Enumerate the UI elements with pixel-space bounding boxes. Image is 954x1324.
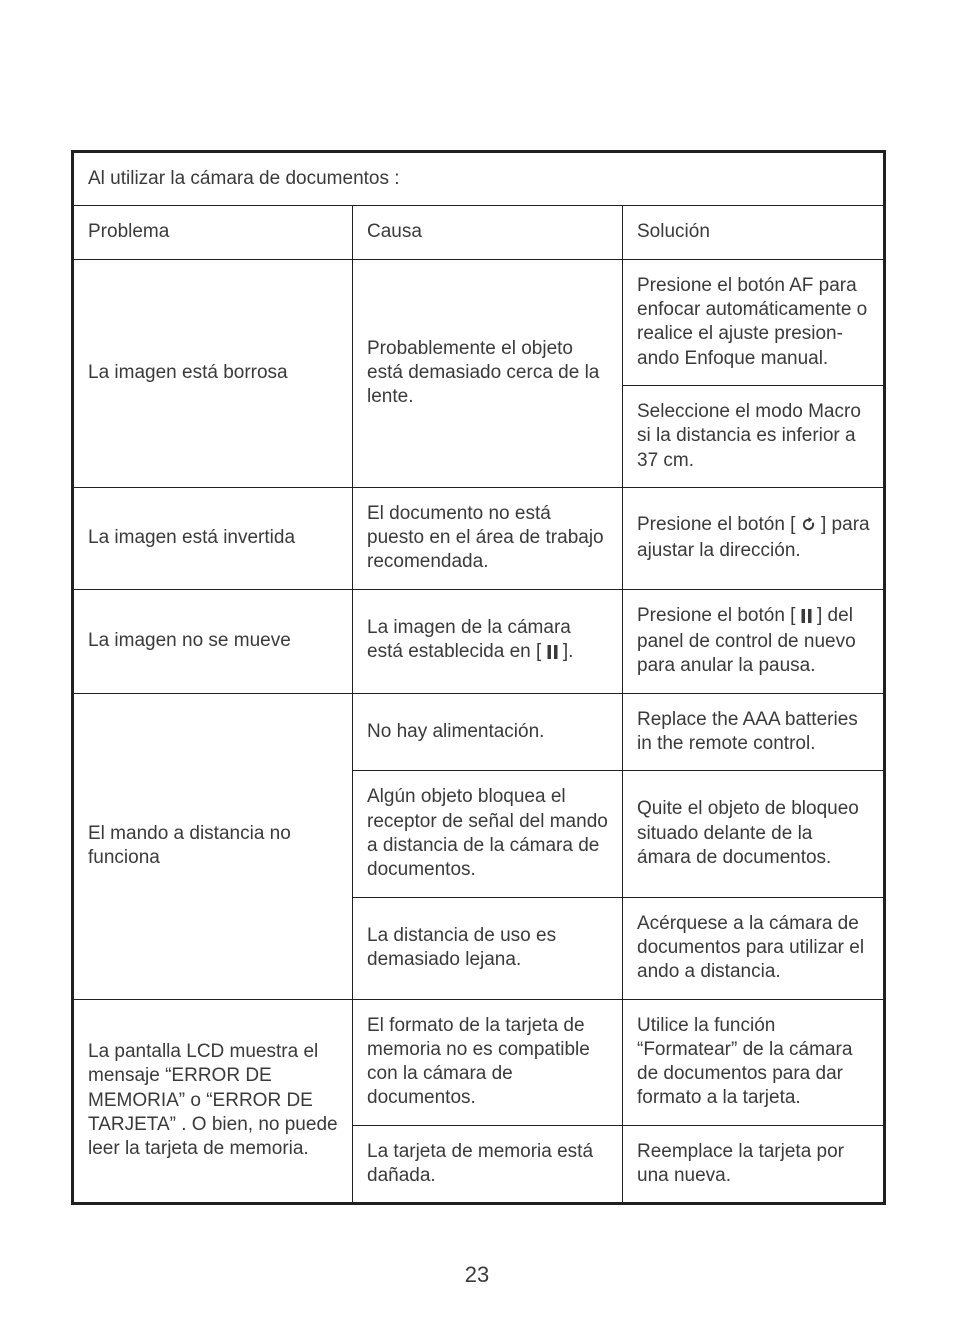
cell-problema: La imagen está invertida — [73, 487, 353, 589]
text-pre: Presione el botón [ — [637, 514, 801, 535]
cell-problema: La imagen no se mueve — [73, 589, 353, 693]
cell-solucion: Quite el objeto de bloqueo situado delan… — [623, 771, 885, 897]
table-title: Al utilizar la cámara de documentos : — [73, 152, 885, 206]
table-row: La pantalla LCD muestra el mensaje “ERRO… — [73, 999, 885, 1125]
text-pre: Presione el botón [ — [637, 605, 801, 626]
text-pre: La imagen de la cámara está establecida … — [367, 617, 571, 662]
cell-problema: La imagen está borrosa — [73, 259, 353, 487]
page-content: Al utilizar la cámara de documentos : Pr… — [71, 150, 883, 1205]
cell-causa: La distancia de uso es demasiado lejana. — [353, 897, 623, 999]
cell-problema: El mando a distancia no funciona — [73, 693, 353, 999]
cell-solucion: Presione el botón [ ] para ajustar la di… — [623, 487, 885, 589]
cell-solucion: Reemplace la tarjeta por una nueva. — [623, 1125, 885, 1204]
cell-solucion: Seleccione el modo Macro si la distancia… — [623, 385, 885, 487]
text-post: ]. — [558, 641, 574, 662]
cell-causa: Probablemente el objeto está demasiado c… — [353, 259, 623, 487]
cell-causa: No hay alimentación. — [353, 693, 623, 771]
cell-causa: La tarjeta de memoria está dañada. — [353, 1125, 623, 1204]
cell-causa: El formato de la tarjeta de memoria no e… — [353, 999, 623, 1125]
pause-icon — [547, 642, 558, 666]
table-row: La imagen está borrosa Probablemente el … — [73, 259, 885, 385]
table-row: El mando a distancia no funciona No hay … — [73, 693, 885, 771]
cell-problema: La pantalla LCD muestra el mensaje “ERRO… — [73, 999, 353, 1204]
cell-causa: El documento no está puesto en el área d… — [353, 487, 623, 589]
troubleshoot-table: Al utilizar la cámara de documentos : Pr… — [71, 150, 886, 1205]
rotate-icon — [801, 515, 816, 539]
table-row: La imagen está invertida El documento no… — [73, 487, 885, 589]
cell-causa: La imagen de la cámara está establecida … — [353, 589, 623, 693]
col-causa: Causa — [353, 206, 623, 259]
table-title-row: Al utilizar la cámara de documentos : — [73, 152, 885, 206]
page-number: 23 — [0, 1262, 954, 1288]
cell-solucion: Replace the AAA batteries in the remote … — [623, 693, 885, 771]
col-solucion: Solución — [623, 206, 885, 259]
cell-solucion: Utilice la función “Formatear” de la cám… — [623, 999, 885, 1125]
cell-solucion: Acérquese a la cámara de documentos para… — [623, 897, 885, 999]
table-header-row: Problema Causa Solución — [73, 206, 885, 259]
col-problema: Problema — [73, 206, 353, 259]
cell-causa: Algún objeto bloquea el receptor de seña… — [353, 771, 623, 897]
table-row: La imagen no se mueve La imagen de la cá… — [73, 589, 885, 693]
cell-solucion: Presione el botón AF para enfocar automá… — [623, 259, 885, 385]
pause-icon — [801, 606, 812, 630]
cell-solucion: Presione el botón [ ] del panel de contr… — [623, 589, 885, 693]
